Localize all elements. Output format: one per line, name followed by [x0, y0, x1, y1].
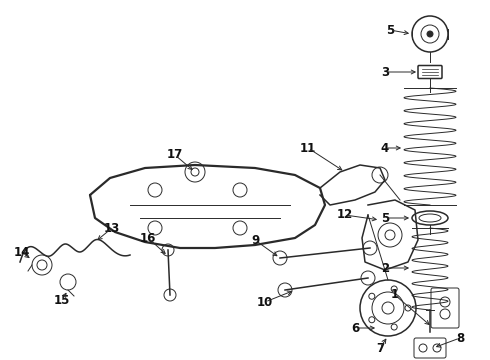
Text: 7: 7 — [376, 342, 384, 355]
Text: 5: 5 — [386, 23, 394, 36]
Text: 2: 2 — [381, 261, 389, 274]
Text: 1: 1 — [391, 288, 399, 302]
Text: 12: 12 — [337, 208, 353, 221]
Text: 6: 6 — [351, 321, 359, 334]
Text: 16: 16 — [140, 231, 156, 244]
Text: 3: 3 — [381, 66, 389, 78]
Circle shape — [427, 31, 433, 37]
Text: 15: 15 — [54, 293, 70, 306]
Text: 5: 5 — [381, 211, 389, 225]
Text: 10: 10 — [257, 296, 273, 309]
Text: 8: 8 — [456, 332, 464, 345]
Text: 17: 17 — [167, 148, 183, 162]
Text: 4: 4 — [381, 141, 389, 154]
Text: 11: 11 — [300, 141, 316, 154]
Text: 13: 13 — [104, 221, 120, 234]
Text: 14: 14 — [14, 246, 30, 258]
Text: 9: 9 — [251, 234, 259, 247]
